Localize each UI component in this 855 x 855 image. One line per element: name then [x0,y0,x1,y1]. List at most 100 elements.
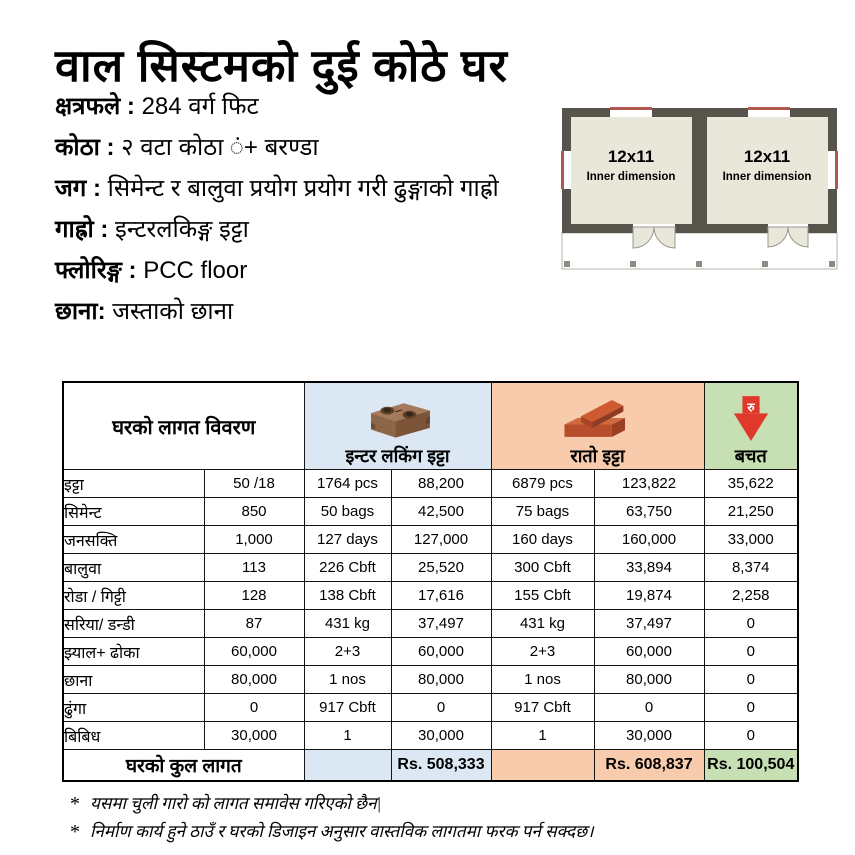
interlocking-qty-cell: 50 bags [303,497,392,526]
interlocking-cost-cell: 80,000 [390,665,492,694]
header-interlocking-label: इन्टर लकिंग इट्टा [345,446,450,466]
spec-separator: : [99,134,122,161]
interlocking-cost-cell: 127,000 [390,525,492,554]
spec-label: फ्लोरिङ्ग [55,257,122,284]
interlocking-cost-cell: 37,497 [390,609,492,638]
table-row: इट्टा 50 /18 1764 pcs 88,200 6879 pcs 123,822… [62,469,799,498]
interlocking-qty-cell: 2+3 [303,637,392,666]
red-brick-cost-cell: 160,000 [593,525,705,554]
table-row: छाना 80,000 1 nos 80,000 1 nos 80,000 0 [62,665,799,694]
header-red-brick-label: रातो इट्टा [570,446,625,466]
header-saving-label: बचत [734,446,767,466]
spec-label: जग [55,175,87,202]
spec-separator: : [120,93,142,120]
saving-cell: 21,250 [703,497,799,526]
interlocking-qty-cell: 127 days [303,525,392,554]
saving-cell: 0 [703,609,799,638]
room-2-label: Inner dimension [723,171,812,183]
saving-cell: 33,000 [703,525,799,554]
interlocking-brick-icon [305,387,490,445]
red-brick-qty-cell: 6879 pcs [490,469,595,498]
spec-label: छाना: [55,298,106,325]
rate-cell: 1,000 [203,525,305,554]
table-row: ढुंगा 0 917 Cbft 0 917 Cbft 0 0 [62,693,799,722]
spec-separator: : [93,216,116,243]
table-row: बिबिध 30,000 1 30,000 1 30,000 0 [62,721,799,750]
spec-label: क्षत्रफले [55,93,121,120]
interlocking-cost-cell: 42,500 [390,497,492,526]
interlocking-qty-cell: 1764 pcs [303,469,392,498]
rate-cell: 30,000 [203,721,305,750]
interlocking-cost-cell: 25,520 [390,553,492,582]
room-2-size: 12x11 [744,147,790,166]
red-brick-qty-cell: 75 bags [490,497,595,526]
spec-value: 284 वर्ग फिट [141,93,259,120]
header-saving: रु बचत [703,381,799,470]
rupee-symbol: रु [746,400,755,414]
total-red-brick-cost: Rs. 608,837 [593,749,705,782]
spec-wall: गाह्रो : इन्टरलकिङ्ग इट्टा [55,209,560,250]
red-brick-cost-cell: 37,497 [593,609,705,638]
footnote-2: * निर्माण कार्य हुने ठाउँ र घरको डिजाइन … [70,818,594,846]
window-right [828,151,838,189]
spec-foundation: जग : सिमेन्ट र बालुवा प्रयोग प्रयोग गरी … [55,168,560,209]
red-brick-qty-cell: 917 Cbft [490,693,595,722]
total-interlocking-qty-cell [303,749,392,782]
table-row: बालुवा 113 226 Cbft 25,520 300 Cbft 33,894 8,3… [62,553,799,582]
item-name-cell: बिबिध [62,721,205,750]
red-brick-qty-cell: 431 kg [490,609,595,638]
item-name-cell: झ्याल+ ढोका [62,637,205,666]
red-brick-cost-cell: 123,822 [593,469,705,498]
door-room-1 [632,224,676,249]
spec-area: क्षत्रफले : 284 वर्ग फिट [55,86,560,127]
window-left [561,151,571,189]
table-row: सरिया/ डन्डी 87 431 kg 37,497 431 kg 37,497 0 [62,609,799,638]
interlocking-qty-cell: 431 kg [303,609,392,638]
item-name-cell: सरिया/ डन्डी [62,609,205,638]
item-name-cell: रोडा / गिट्टी [62,581,205,610]
cost-table: घरको लागत विवरण [62,381,799,782]
interlocking-qty-cell: 138 Cbft [303,581,392,610]
footnote-text: यसमा चुली गारो को लागत समावेस गरिएको छैन… [90,794,382,813]
spec-label: गाह्रो [55,216,94,243]
saving-cell: 2,258 [703,581,799,610]
saving-cell: 35,622 [703,469,799,498]
red-brick-qty-cell: 160 days [490,525,595,554]
item-name-cell: जनसक्ति [62,525,205,554]
spec-flooring: फ्लोरिङ्ग : PCC floor [55,250,560,291]
rate-cell: 60,000 [203,637,305,666]
spec-value: जस्ताको छाना [112,298,234,325]
red-brick-qty-cell: 1 nos [490,665,595,694]
red-brick-cost-cell: 0 [593,693,705,722]
header-cost-detail: घरको लागत विवरण [62,381,305,470]
red-brick-cost-cell: 30,000 [593,721,705,750]
spec-label: कोठा [55,134,100,161]
red-brick-cost-cell: 60,000 [593,637,705,666]
red-brick-qty-cell: 1 [490,721,595,750]
header-interlocking-brick: इन्टर लकिंग इट्टा [303,381,492,470]
footnote-marker: * [70,821,80,843]
spec-rooms: कोठा : २ वटा कोठा ं+ बरण्डा [55,127,560,168]
red-brick-qty-cell: 155 Cbft [490,581,595,610]
interlocking-cost-cell: 17,616 [390,581,492,610]
red-brick-cost-cell: 33,894 [593,553,705,582]
footnote-1: * यसमा चुली गारो को लागत समावेस गरिएको छ… [70,790,594,818]
red-brick-cost-cell: 80,000 [593,665,705,694]
saving-cell: 0 [703,693,799,722]
total-interlocking-cost: Rs. 508,333 [390,749,492,782]
interlocking-qty-cell: 226 Cbft [303,553,392,582]
interlocking-cost-cell: 30,000 [390,721,492,750]
total-row: घरको कुल लागत Rs. 508,333 Rs. 608,837 Rs… [62,749,799,782]
total-label: घरको कुल लागत [62,749,305,782]
spec-roof: छाना: जस्ताको छाना [55,291,560,332]
window-top-room-1 [610,107,652,117]
spec-separator: : [121,257,144,284]
room-2 [707,117,828,224]
red-brick-icon [492,387,703,445]
spec-separator: : [86,175,108,202]
cost-table-body: इट्टा 50 /18 1764 pcs 88,200 6879 pcs 123,822… [62,469,799,750]
footnotes: * यसमा चुली गारो को लागत समावेस गरिएको छ… [70,790,594,846]
red-brick-qty-cell: 300 Cbft [490,553,595,582]
table-row: सिमेन्ट 850 50 bags 42,500 75 bags 63,750 21,2… [62,497,799,526]
saving-cell: 0 [703,665,799,694]
